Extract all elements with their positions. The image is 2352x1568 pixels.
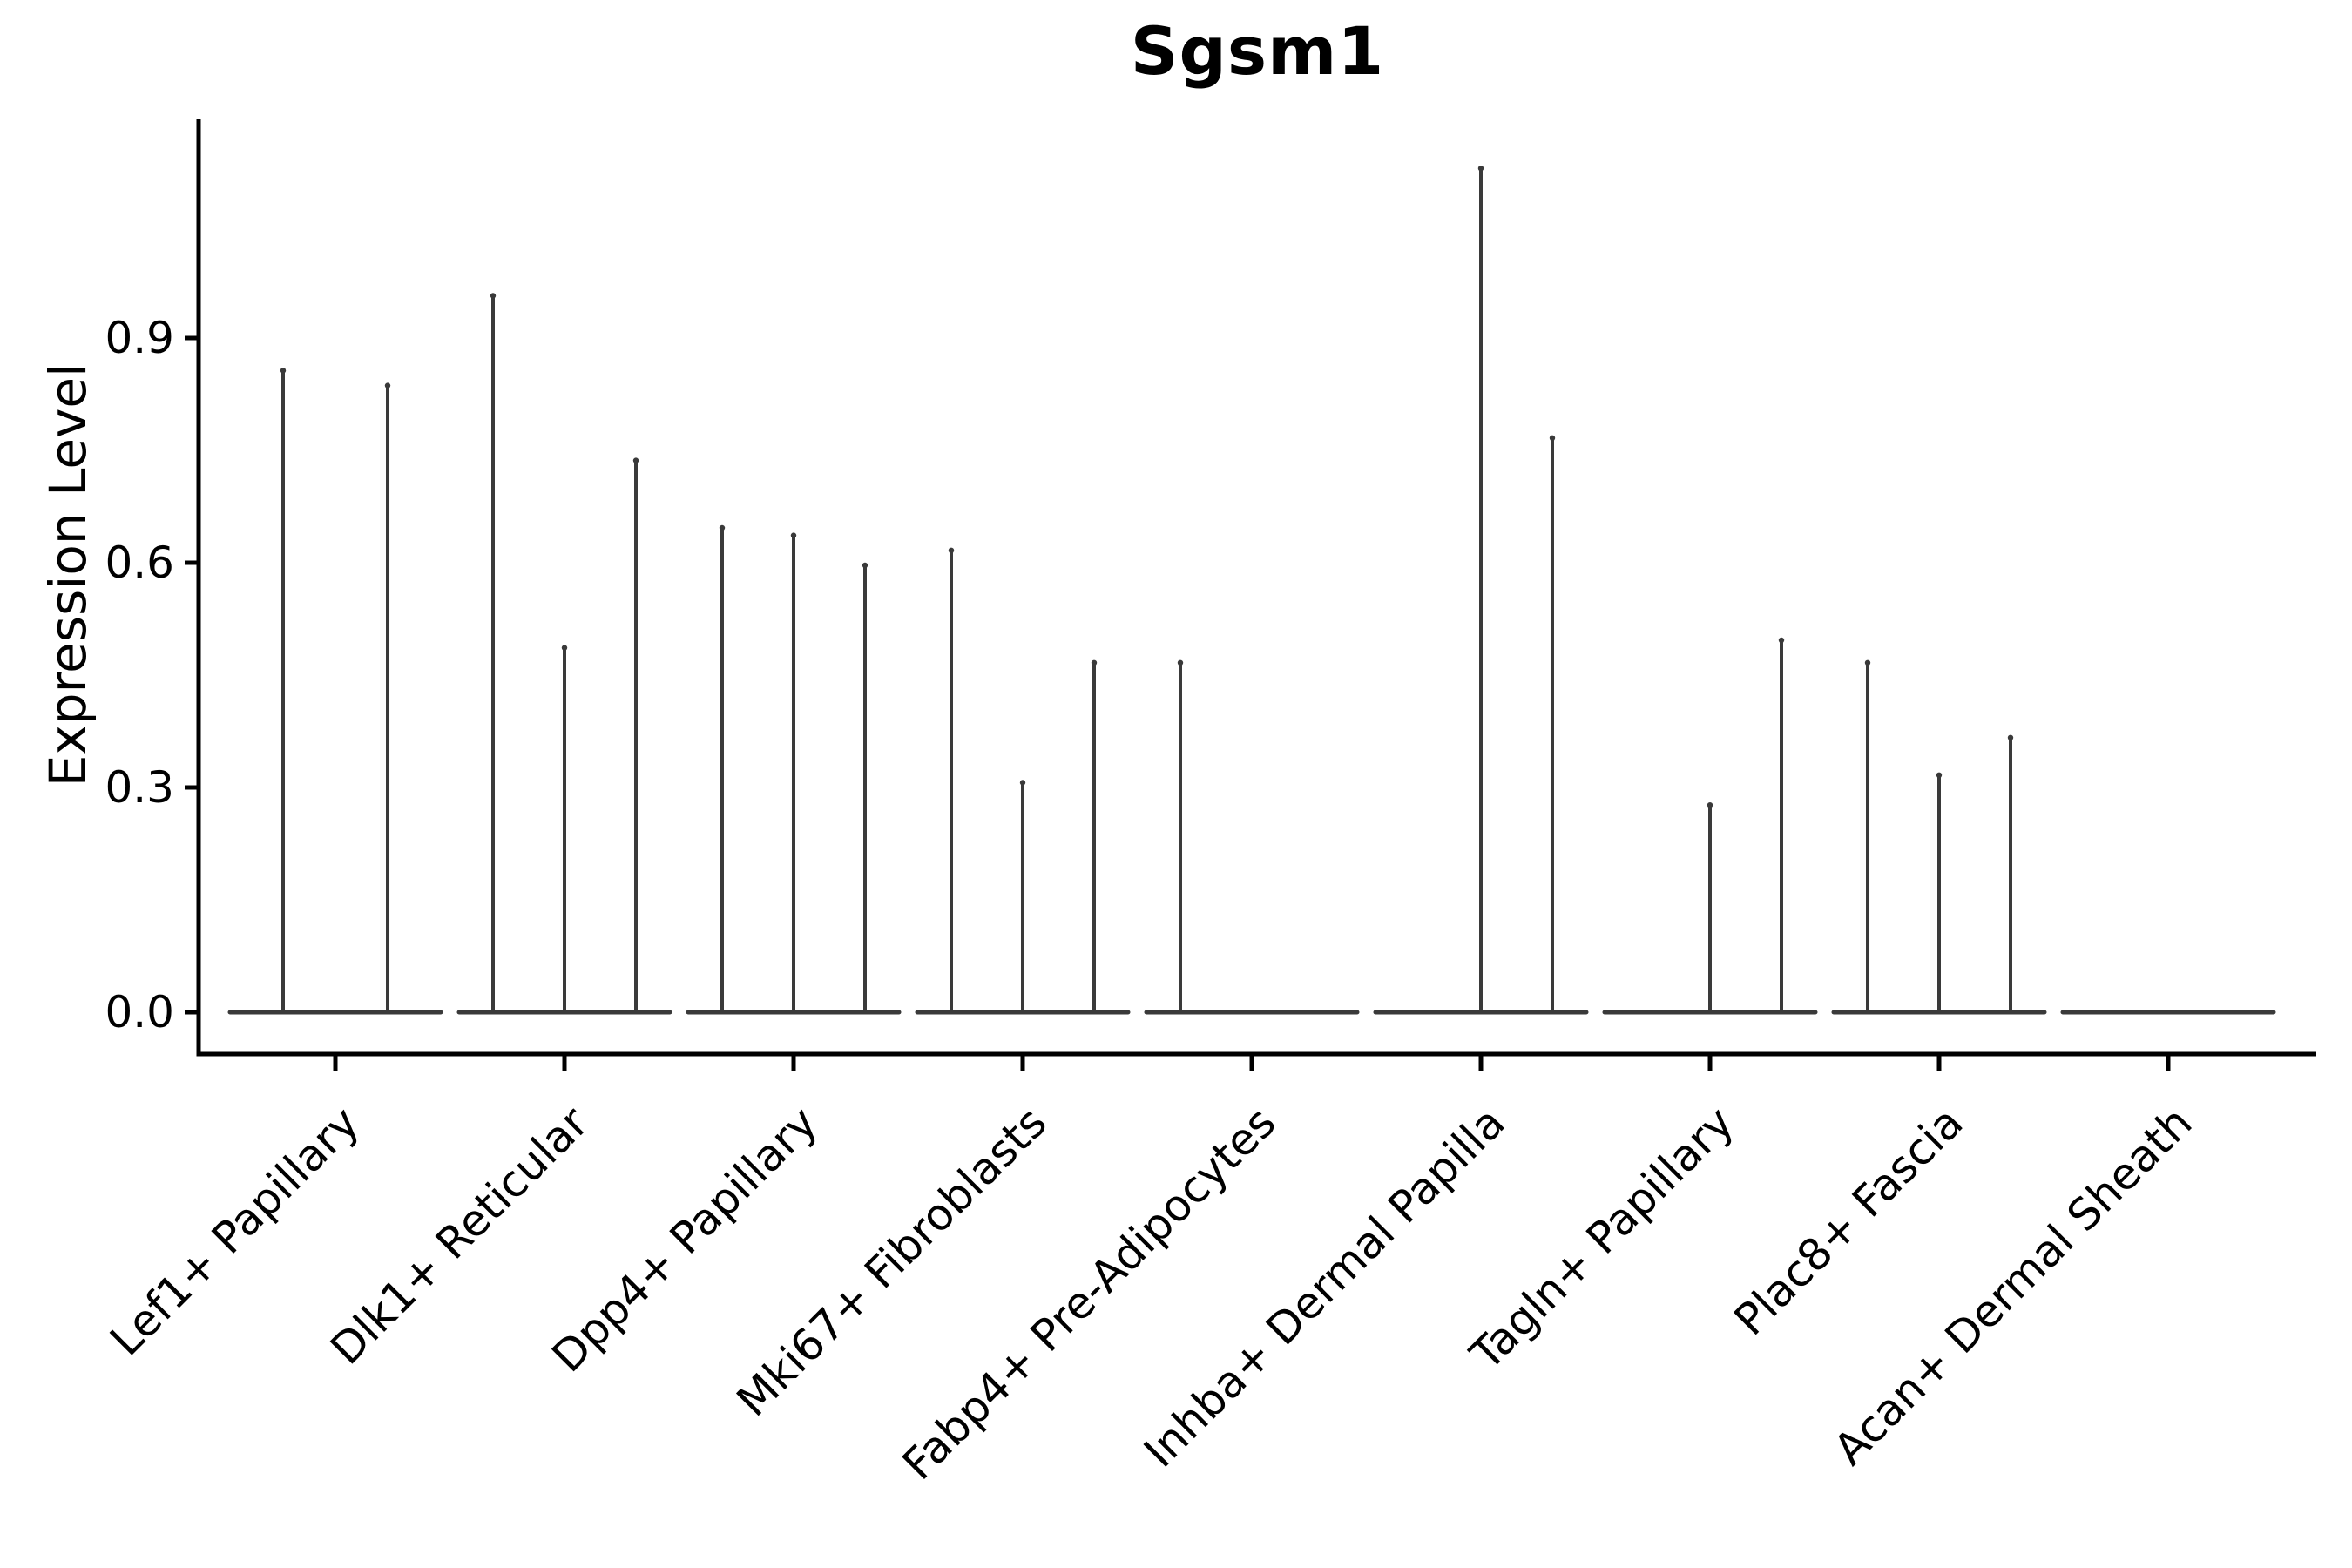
violin-spike-tip: [1936, 772, 1943, 778]
violin-spike-tip: [2007, 734, 2014, 740]
x-tick-label: Plac8+ Fascia: [1725, 1097, 1973, 1345]
violin-spike-tip: [862, 562, 868, 569]
violin-spike-tip: [384, 382, 391, 389]
violin-spike-tip: [1707, 802, 1713, 808]
violin-spike-tip: [1864, 659, 1871, 666]
y-tick-label: 0.9: [105, 313, 174, 363]
violin-spike-tip: [1477, 166, 1484, 172]
y-tick-label: 0.3: [105, 762, 174, 813]
violin-spike-tip: [1549, 435, 1556, 441]
violin-spike-tip: [1177, 659, 1184, 666]
violin-spike-tip: [1778, 637, 1785, 644]
violin-spike-tip: [280, 368, 287, 374]
violin-spike-tip: [561, 645, 568, 651]
violin-spike-tip: [632, 457, 639, 463]
violin-spike-tip: [490, 293, 497, 299]
violin-spike-tip: [948, 547, 955, 553]
chart-title: Sgsm1: [1130, 12, 1385, 90]
violin-spike-tip: [1091, 659, 1098, 666]
x-tick-label: Lef1+ Papillary: [100, 1097, 368, 1365]
y-tick-label: 0.6: [105, 537, 174, 588]
violin-spike-tip: [1019, 780, 1026, 786]
violin-spike-tip: [719, 524, 726, 531]
y-tick-label: 0.0: [105, 987, 174, 1037]
violin-spike-tip: [790, 532, 797, 538]
x-tick-label: Fabp4+ Pre-Adipocytes: [893, 1097, 1286, 1490]
